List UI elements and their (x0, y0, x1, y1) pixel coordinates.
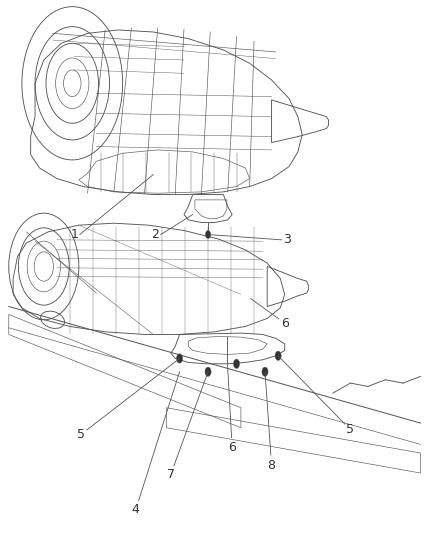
Text: 5: 5 (77, 428, 85, 441)
Text: 6: 6 (228, 441, 236, 454)
Text: 8: 8 (268, 458, 276, 472)
Text: 4: 4 (132, 503, 140, 516)
Text: 3: 3 (283, 233, 291, 246)
Text: 5: 5 (346, 423, 354, 436)
Circle shape (275, 351, 281, 360)
Text: 7: 7 (167, 468, 175, 481)
Text: 1: 1 (71, 228, 78, 241)
Circle shape (262, 367, 268, 376)
Circle shape (205, 230, 211, 239)
Circle shape (205, 367, 211, 376)
Text: 6: 6 (281, 317, 289, 329)
Text: 2: 2 (152, 228, 159, 241)
Circle shape (177, 354, 183, 363)
Circle shape (233, 359, 240, 368)
